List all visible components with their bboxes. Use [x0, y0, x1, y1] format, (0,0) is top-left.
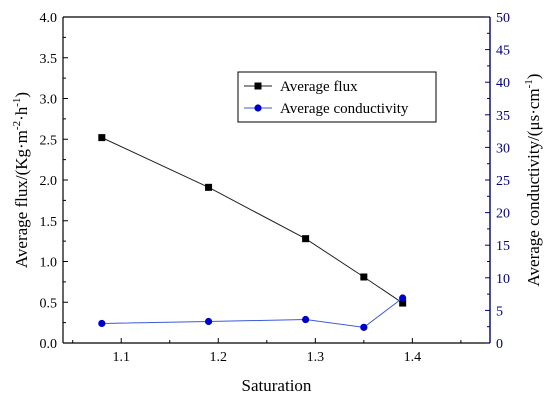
right-tick-label: 40: [496, 76, 510, 91]
right-y-axis-label-main: Average conductivity/(μs·cm: [524, 88, 543, 286]
bottom-tick-label: 1.3: [307, 350, 325, 365]
flux-point: [360, 273, 368, 281]
legend-items: Average flux Average conductivity: [244, 79, 409, 117]
bottom-tick-label: 1.4: [404, 350, 422, 365]
conductivity-point: [98, 319, 106, 328]
left-y-axis-label-end: ): [12, 92, 31, 98]
right-tick-label: 20: [496, 207, 510, 222]
left-y-axis-label-mid: ·h: [12, 106, 31, 121]
right-tick-label: 10: [496, 272, 510, 287]
left-tick-label: 1.5: [40, 215, 58, 230]
plot-frame: [62, 16, 491, 344]
conductivity-point: [204, 317, 213, 326]
right-tick-label: 15: [496, 239, 510, 254]
left-tick-label: 3.5: [40, 52, 58, 67]
series-line-1: [101, 137, 403, 304]
right-tick-label: 45: [496, 44, 510, 59]
legend-conductivity-marker: [254, 104, 262, 112]
flux-point: [302, 235, 310, 243]
x-axis-label: Saturation: [242, 376, 312, 395]
flux-point: [98, 134, 106, 142]
left-tick-label: 1.0: [40, 256, 58, 271]
left-tick-label: 0.0: [40, 337, 58, 352]
bottom-tick-label: 1.2: [210, 350, 228, 365]
legend-label: Average flux: [280, 79, 358, 95]
right-y-axis-label-sup1: -1: [523, 79, 535, 88]
left-tick-label: 2.5: [40, 133, 58, 148]
flux-point: [399, 299, 407, 307]
bottom-tick-label: 1.1: [112, 350, 130, 365]
bottom-axis-ticks: 1.1 1.2 1.3 1.4: [72, 338, 462, 365]
legend-box: [237, 71, 437, 123]
legend-label: Average conductivity: [280, 101, 409, 117]
legend-flux-marker: [254, 82, 262, 90]
right-tick-label: 35: [496, 109, 510, 124]
right-tick-label: 30: [496, 141, 510, 156]
legend: Average flux Average conductivity: [237, 71, 437, 123]
right-y-axis-label-end: ): [524, 74, 543, 80]
conductivity-point: [302, 315, 310, 324]
left-y-axis-label: Average flux/(Kg·m-2·h-1): [11, 92, 31, 268]
left-tick-label: 2.0: [40, 174, 58, 189]
left-tick-label: 3.0: [40, 93, 58, 108]
right-axis-ticks: 0 5 10 15 20 25 30 35 40 45 50: [485, 11, 510, 352]
left-y-axis-label-main: Average flux/(Kg·m: [12, 130, 31, 268]
flux-point: [205, 183, 213, 191]
right-tick-label: 0: [496, 337, 503, 352]
conductivity-point: [360, 323, 368, 331]
left-y-axis-label-sup2: -1: [11, 98, 23, 107]
series-layer: [98, 134, 407, 331]
right-tick-label: 5: [496, 304, 503, 319]
right-y-axis-label: Average conductivity/(μs·cm-1): [523, 74, 543, 287]
left-axis-ticks: 0.0 0.5 1.0 1.5 2.0 2.5 3.0 3.5 4.0: [40, 11, 68, 352]
left-y-axis-label-sup1: -2: [11, 121, 23, 130]
conductivity-point: [399, 294, 407, 302]
left-tick-label: 0.5: [40, 296, 58, 311]
right-tick-label: 25: [496, 174, 510, 189]
left-tick-label: 4.0: [40, 11, 58, 26]
series-line-2: [101, 297, 403, 328]
right-tick-label: 50: [496, 11, 510, 26]
